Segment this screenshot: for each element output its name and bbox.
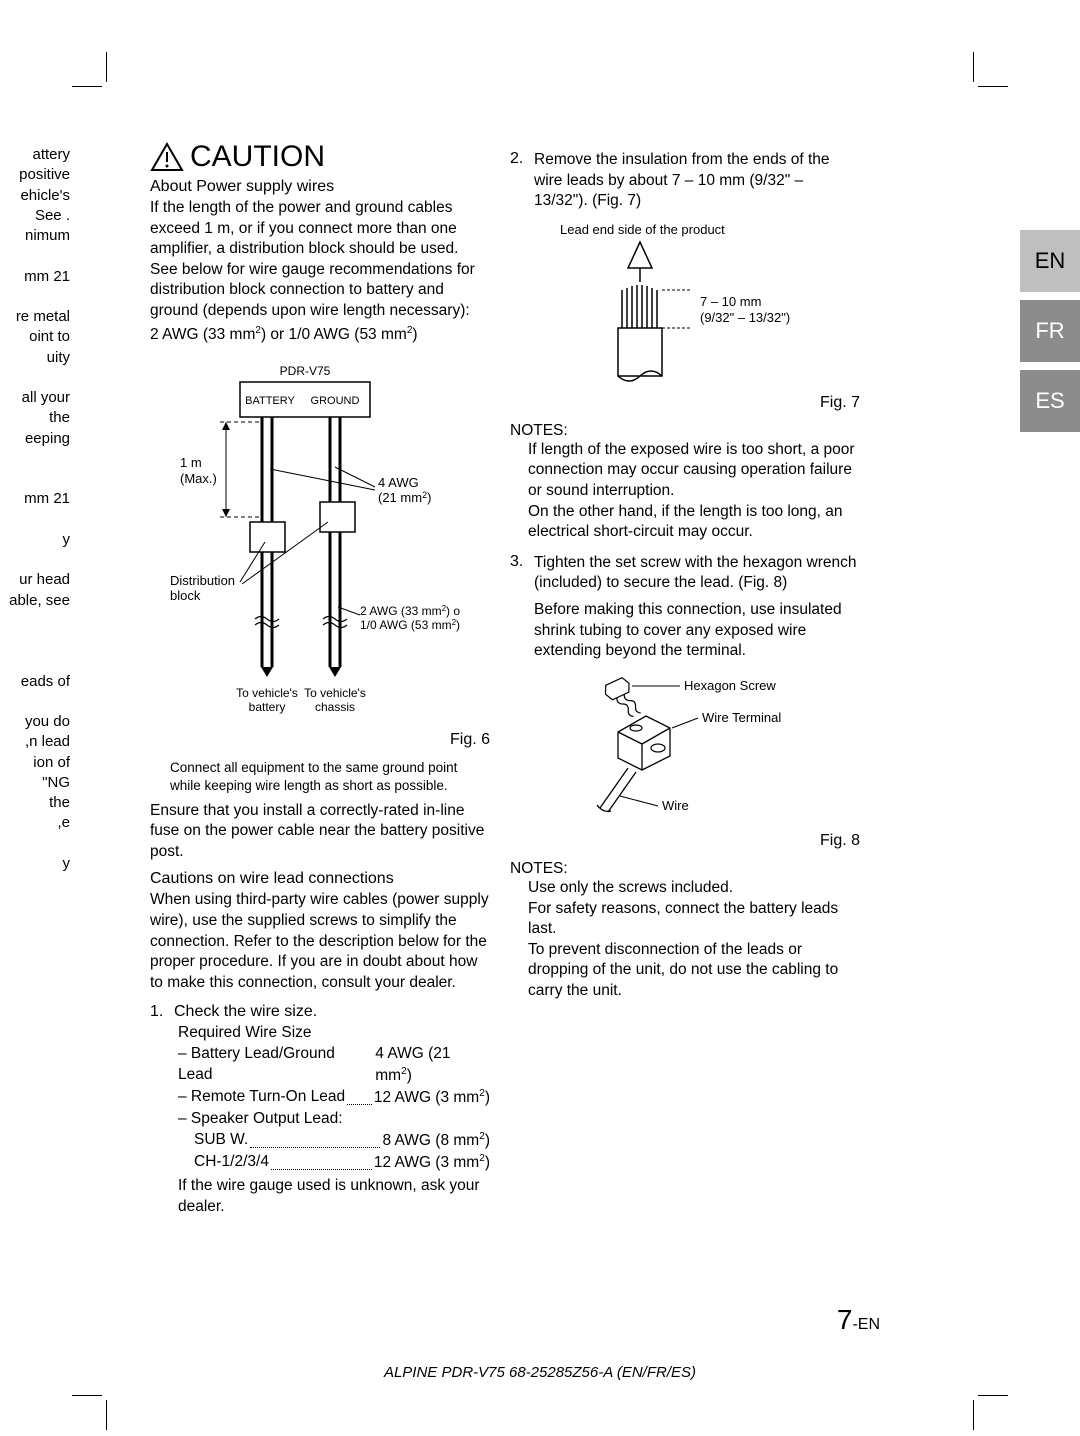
req-speaker: – Speaker Output Lead: bbox=[178, 1109, 490, 1130]
lang-tab-en[interactable]: EN bbox=[1020, 230, 1080, 292]
ensure-fuse: Ensure that you install a correctly-rate… bbox=[150, 801, 490, 863]
fig6-ground-label: GROUND bbox=[311, 395, 360, 407]
step-1-body: Check the wire size. bbox=[174, 1003, 490, 1021]
req-remote-r: 12 AWG (3 mm2) bbox=[374, 1087, 490, 1109]
figure-8: Hexagon Screw Wire Terminal Wire bbox=[570, 668, 790, 828]
cautions-body: When using third-party wire cables (powe… bbox=[150, 890, 490, 993]
notes2-a: Use only the screws included. bbox=[528, 878, 860, 899]
crop-mark bbox=[106, 1400, 107, 1430]
step-3b: Before making this connection, use insul… bbox=[534, 600, 860, 662]
fig6-dist: Distribution bbox=[170, 573, 235, 588]
fig6-caption: Fig. 6 bbox=[150, 731, 490, 749]
step-3a: Tighten the set screw with the hexagon w… bbox=[534, 553, 860, 594]
req-wire-head: Required Wire Size bbox=[178, 1023, 490, 1044]
req-subw-l: SUB W. bbox=[194, 1130, 248, 1152]
crop-mark bbox=[106, 52, 107, 82]
req-ch-r: 12 AWG (3 mm2) bbox=[374, 1152, 490, 1174]
crop-mark bbox=[72, 86, 102, 87]
notes2-c: To prevent disconnection of the leads or… bbox=[528, 940, 860, 1002]
caution-heading: CAUTION bbox=[150, 140, 490, 174]
fig8-wire: Wire bbox=[662, 798, 689, 813]
step-2-num: 2. bbox=[510, 150, 528, 212]
page-number-suffix: -EN bbox=[852, 1316, 880, 1333]
req-ch-l: CH-1/2/3/4 bbox=[194, 1152, 269, 1174]
cautions-heading: Cautions on wire lead connections bbox=[150, 870, 490, 888]
crop-mark bbox=[978, 86, 1008, 87]
right-column: 2. Remove the insulation from the ends o… bbox=[510, 150, 860, 1002]
about-power-heading: About Power supply wires bbox=[150, 178, 490, 196]
fig7-lead-end: Lead end side of the product bbox=[560, 222, 725, 237]
req-batt-l: – Battery Lead/Ground Lead bbox=[178, 1044, 371, 1087]
figure-7: Lead end side of the product bbox=[550, 220, 810, 390]
figure-6: PDR-V75 BATTERY GROUND 1 m (Max.) bbox=[160, 357, 460, 727]
step-3-num: 3. bbox=[510, 553, 528, 662]
fig6-1m: 1 m bbox=[180, 455, 202, 470]
fig6-to-chassis2: chassis bbox=[315, 700, 355, 714]
fig6-to-batt: To vehicle's bbox=[236, 686, 298, 700]
notes2-head: NOTES: bbox=[510, 860, 860, 878]
lang-tab-es[interactable]: ES bbox=[1020, 370, 1080, 432]
fig8-caption: Fig. 8 bbox=[510, 832, 860, 850]
svg-text:1/0 AWG (53 mm2): 1/0 AWG (53 mm2) bbox=[360, 618, 460, 632]
fig7-caption: Fig. 7 bbox=[510, 394, 860, 412]
req-batt-r: 4 AWG (21 mm2) bbox=[375, 1044, 490, 1087]
crop-mark bbox=[973, 52, 974, 82]
fig6-pdr-label: PDR-V75 bbox=[280, 364, 331, 378]
step-2-body: Remove the insulation from the ends of t… bbox=[534, 150, 860, 212]
svg-text:2 AWG (33 mm2) or: 2 AWG (33 mm2) or bbox=[360, 604, 460, 618]
fig8-hex: Hexagon Screw bbox=[684, 678, 776, 693]
req-subw-r: 8 AWG (8 mm2) bbox=[382, 1130, 490, 1152]
footer-text: ALPINE PDR-V75 68-25285Z56-A (EN/FR/ES) bbox=[0, 1364, 1080, 1381]
fig6-battery-label: BATTERY bbox=[245, 395, 295, 407]
required-wire-table: Required Wire Size – Battery Lead/Ground… bbox=[178, 1023, 490, 1218]
step-2: 2. Remove the insulation from the ends o… bbox=[510, 150, 860, 212]
fig6-4awg2: (21 mm2) bbox=[378, 490, 431, 505]
notes1-head: NOTES: bbox=[510, 422, 860, 440]
step-1-num: 1. bbox=[150, 1003, 168, 1021]
about-power-body: If the length of the power and ground ca… bbox=[150, 198, 490, 322]
caution-triangle-icon bbox=[150, 142, 184, 172]
notes1-body1: If length of the exposed wire is too sho… bbox=[528, 440, 860, 502]
fig6-1m-max: (Max.) bbox=[180, 471, 217, 486]
fig7-dim1: 7 – 10 mm bbox=[700, 294, 761, 309]
fig6-4awg: 4 AWG bbox=[378, 475, 419, 490]
fig6-to-batt2: battery bbox=[249, 700, 286, 714]
left-cutoff-text: atterypositiveehicle's. Seenimum 21 mm r… bbox=[0, 145, 70, 874]
crop-mark bbox=[973, 1400, 974, 1430]
connect-note: Connect all equipment to the same ground… bbox=[170, 759, 480, 794]
page-number-big: 7 bbox=[837, 1304, 853, 1335]
language-tabs: EN FR ES bbox=[1020, 230, 1080, 440]
left-column: CAUTION About Power supply wires If the … bbox=[150, 140, 490, 1218]
step-1: 1. Check the wire size. bbox=[150, 1003, 490, 1021]
crop-mark bbox=[72, 1395, 102, 1396]
caution-label: CAUTION bbox=[190, 140, 325, 174]
req-remote-l: – Remote Turn-On Lead bbox=[178, 1087, 345, 1109]
req-unknown: If the wire gauge used is unknown, ask y… bbox=[178, 1176, 490, 1218]
fig6-to-chassis: To vehicle's bbox=[304, 686, 366, 700]
step-3: 3. Tighten the set screw with the hexago… bbox=[510, 553, 860, 662]
page-number: 7-EN bbox=[837, 1304, 880, 1336]
fig8-term: Wire Terminal bbox=[702, 710, 781, 725]
lang-tab-fr[interactable]: FR bbox=[1020, 300, 1080, 362]
crop-mark bbox=[978, 1395, 1008, 1396]
about-power-spec: 2 AWG (33 mm2) or 1/0 AWG (53 mm2) bbox=[150, 324, 490, 346]
notes2-b: For safety reasons, connect the battery … bbox=[528, 899, 860, 940]
fig6-dist2: block bbox=[170, 588, 201, 603]
notes1-body2: On the other hand, if the length is too … bbox=[528, 502, 860, 543]
page: atterypositiveehicle's. Seenimum 21 mm r… bbox=[0, 0, 1080, 1436]
fig7-dim2: (9/32" – 13/32") bbox=[700, 310, 790, 325]
